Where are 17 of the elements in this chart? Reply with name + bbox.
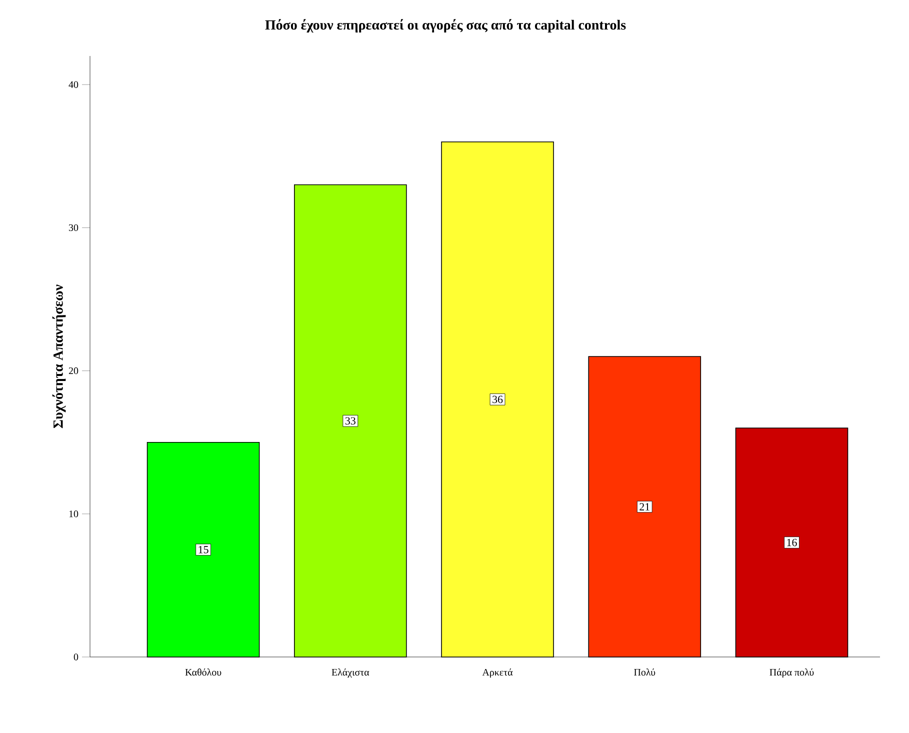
y-tick-label: 40 bbox=[68, 81, 78, 88]
y-axis-title: Συχνότητα Απαντήσεων bbox=[52, 284, 66, 428]
y-tick-label: 0 bbox=[74, 654, 78, 660]
data-label: 15 bbox=[198, 546, 208, 554]
x-tick-label: Πολύ bbox=[634, 668, 656, 676]
data-label: 36 bbox=[492, 396, 503, 404]
data-label: 33 bbox=[345, 417, 356, 425]
data-label: 21 bbox=[640, 503, 650, 510]
x-tick-label: Καθόλου bbox=[185, 668, 222, 676]
data-label: 16 bbox=[787, 538, 797, 546]
x-tick-label: Αρκετά bbox=[482, 668, 513, 678]
y-tick-label: 10 bbox=[69, 510, 78, 518]
chart-title: Πόσο έχουν επηρεαστεί οι αγορές σας από τα capital controls bbox=[265, 19, 626, 32]
y-tick-label: 20 bbox=[68, 367, 78, 374]
x-tick-label: Ελάχιστα bbox=[332, 668, 370, 678]
y-tick-label: 30 bbox=[69, 224, 78, 232]
x-tick-label: Πάρα πολύ bbox=[770, 668, 814, 678]
